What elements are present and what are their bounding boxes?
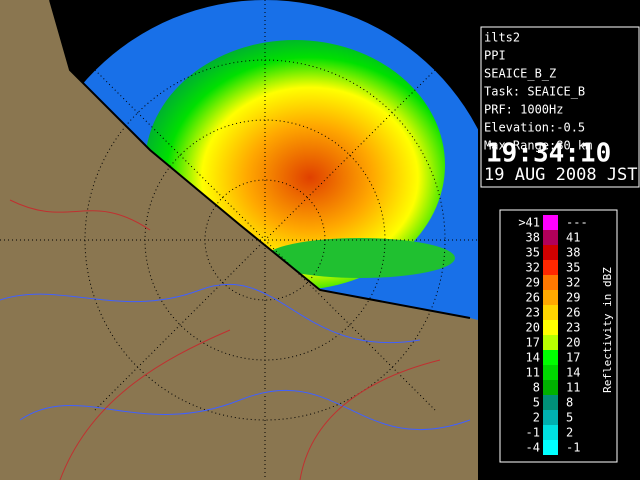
- legend-swatch: [543, 365, 558, 380]
- legend-low: 14: [526, 351, 540, 365]
- legend-swatch: [543, 350, 558, 365]
- info-line: Task: SEAICE_B: [484, 85, 585, 99]
- legend-swatch: [543, 290, 558, 305]
- legend-low: 35: [526, 246, 540, 260]
- legend-high: 41: [566, 231, 580, 245]
- legend-high: 20: [566, 336, 580, 350]
- legend-swatch: [543, 320, 558, 335]
- legend-low: 5: [533, 396, 540, 410]
- echo-band: [265, 238, 455, 278]
- legend-low: 26: [526, 291, 540, 305]
- legend-low: 23: [526, 306, 540, 320]
- legend-swatch: [543, 425, 558, 440]
- info-line: SEAICE_B_Z: [484, 67, 556, 81]
- legend-high: 17: [566, 351, 580, 365]
- legend-swatch: [543, 380, 558, 395]
- info-line: Elevation:-0.5: [484, 121, 585, 135]
- info-text: ilts2 PPI SEAICE_B_Z Task: SEAICE_B PRF: 100…: [484, 31, 592, 153]
- legend-title: Reflectivity in dBZ: [601, 267, 614, 393]
- legend-swatch: [543, 230, 558, 245]
- legend-low: 20: [526, 321, 540, 335]
- legend-low: -4: [526, 441, 540, 455]
- legend-low: -1: [526, 426, 540, 440]
- legend-high: 11: [566, 381, 580, 395]
- legend-swatch: [543, 410, 558, 425]
- legend-box: [499, 209, 618, 463]
- legend-low: 32: [526, 261, 540, 275]
- legend-high: 32: [566, 276, 580, 290]
- legend-high: 35: [566, 261, 580, 275]
- coastline: [49, 0, 471, 319]
- range-rings: [0, 0, 478, 480]
- legend-high: 23: [566, 321, 580, 335]
- legend-swatch: [543, 275, 558, 290]
- info-line: PRF: 1000Hz: [484, 103, 563, 117]
- legend-high: 29: [566, 291, 580, 305]
- legend-high: 5: [566, 411, 573, 425]
- legend-low: 8: [533, 381, 540, 395]
- legend-high: -1: [566, 441, 580, 455]
- legend-high: 2: [566, 426, 573, 440]
- info-panel: [480, 26, 640, 188]
- legend-high: 14: [566, 366, 580, 380]
- legend-low: 29: [526, 276, 540, 290]
- info-line: PPI: [484, 49, 506, 63]
- legend-swatch: [543, 260, 558, 275]
- legend-swatch: [543, 440, 558, 455]
- date: 19 AUG 2008 JST: [484, 165, 638, 185]
- legend-swatch: [543, 215, 558, 230]
- legend-low: 38: [526, 231, 540, 245]
- legend-high: 8: [566, 396, 573, 410]
- info-line: ilts2: [484, 31, 520, 45]
- legend-swatch: [543, 305, 558, 320]
- legend-high: 26: [566, 306, 580, 320]
- legend-swatch: [543, 335, 558, 350]
- legend-low: >41: [518, 216, 540, 230]
- legend-swatch: [543, 245, 558, 260]
- time: 19:34:10: [486, 139, 611, 169]
- legend-low: 11: [526, 366, 540, 380]
- radar-map: [0, 0, 478, 480]
- rivers: [0, 199, 471, 480]
- legend-high: ---: [566, 216, 588, 230]
- legend-swatch: [543, 395, 558, 410]
- info-line: Max Range:80 km: [484, 139, 592, 153]
- legend-high: 38: [566, 246, 580, 260]
- legend-low: 2: [533, 411, 540, 425]
- legend-low: 17: [526, 336, 540, 350]
